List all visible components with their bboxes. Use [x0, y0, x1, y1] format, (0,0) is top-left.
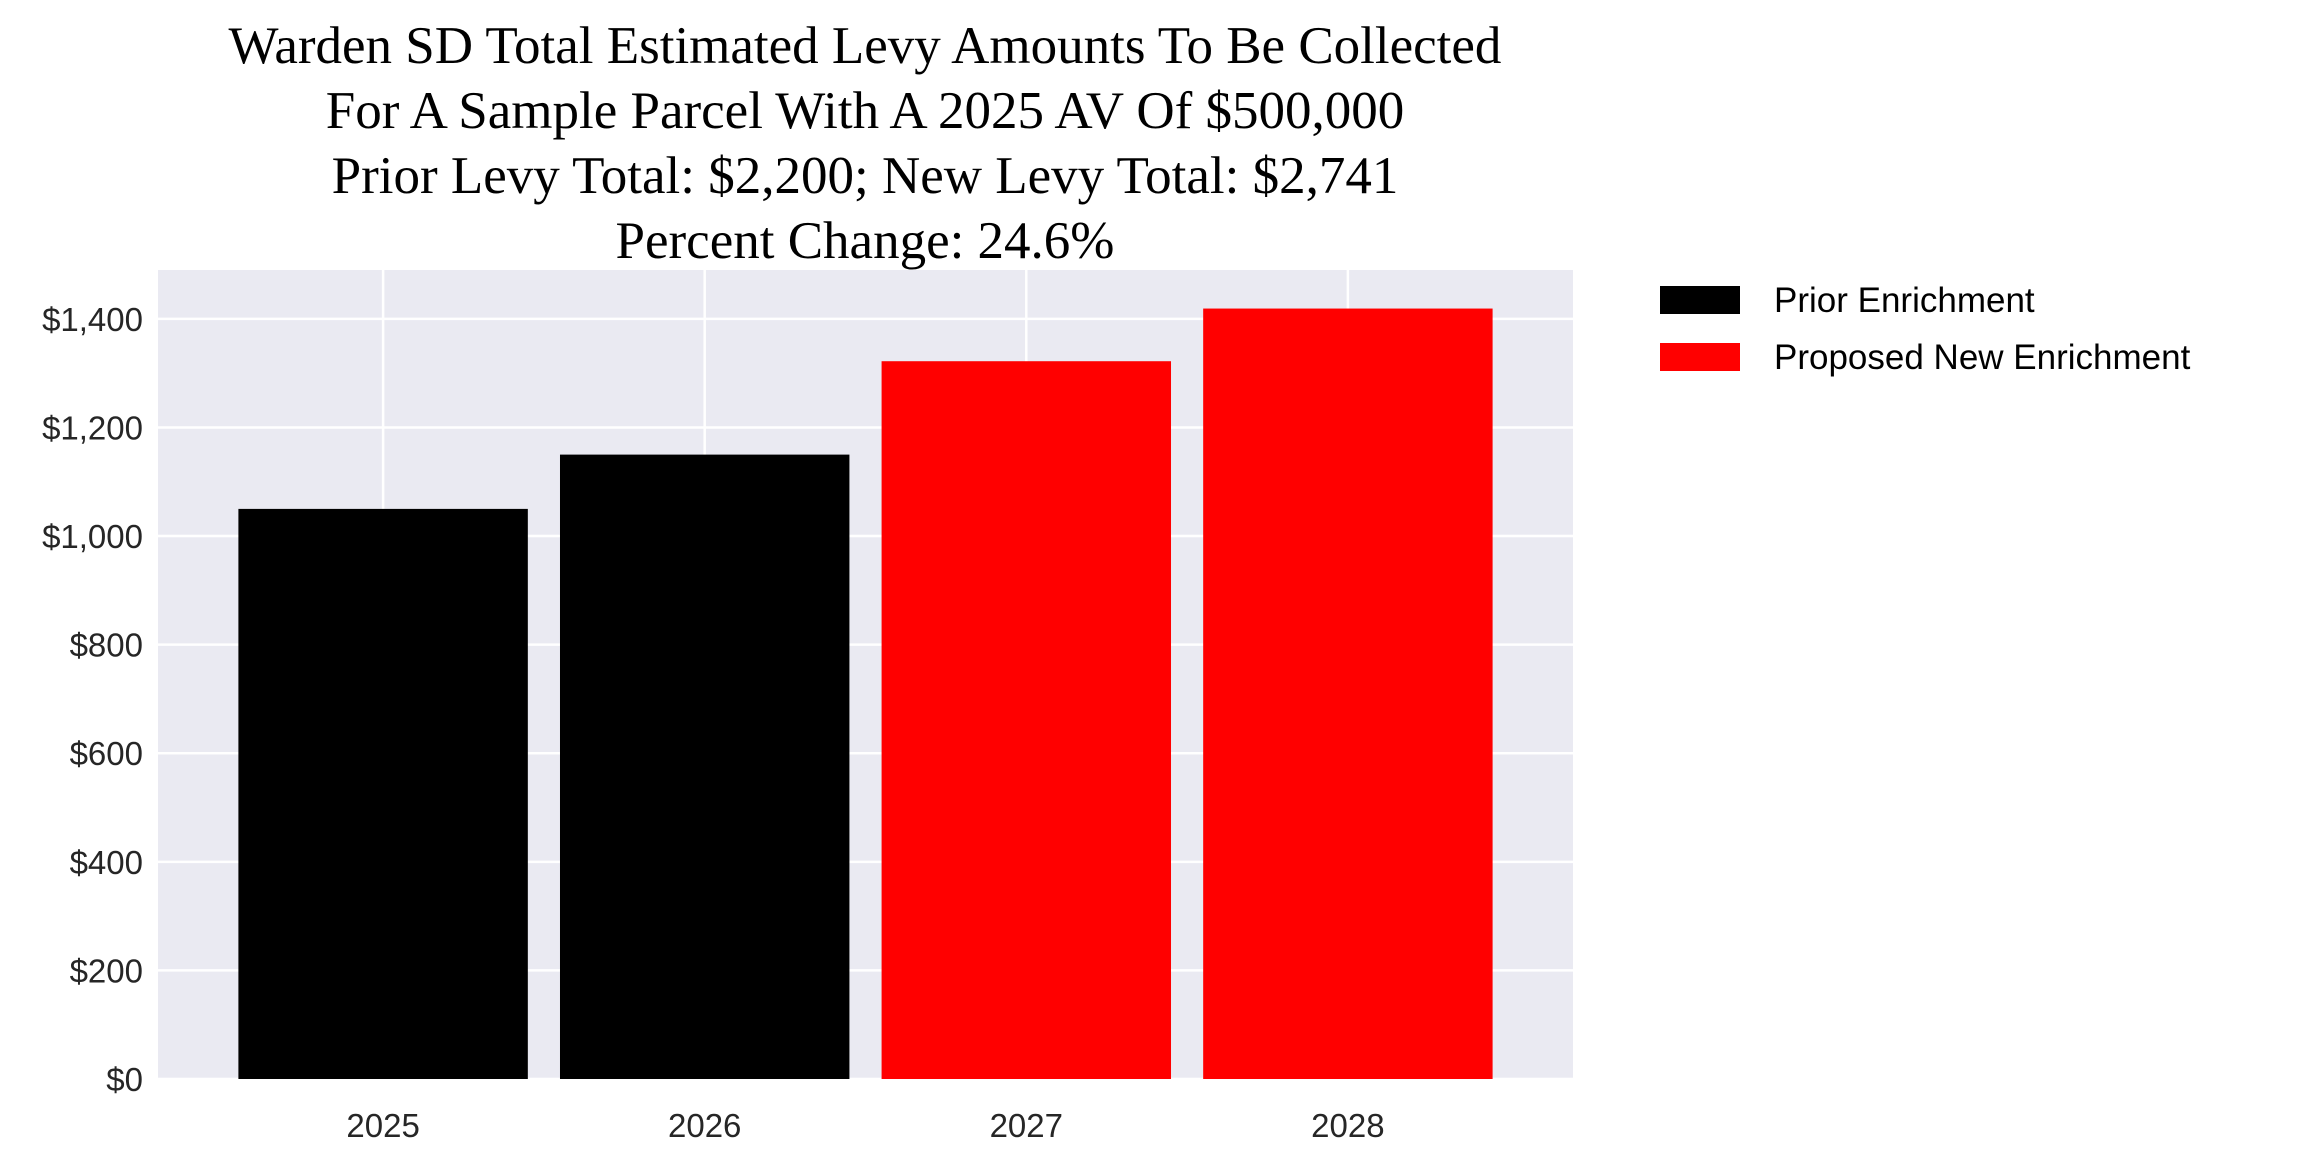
- y-tick-label: $600: [70, 735, 143, 772]
- chart-title: Warden SD Total Estimated Levy Amounts T…: [229, 17, 1502, 270]
- y-tick-label: $0: [106, 1061, 143, 1098]
- x-tick-label: 2027: [990, 1107, 1063, 1144]
- y-tick-label: $200: [70, 952, 143, 989]
- x-axis-ticks: 2025 2026 2027 2028: [346, 1107, 1384, 1144]
- y-tick-label: $1,400: [42, 301, 143, 338]
- y-tick-label: $1,000: [42, 518, 143, 555]
- legend: Prior Enrichment Proposed New Enrichment: [1660, 281, 2191, 377]
- bars: [238, 308, 1493, 1080]
- y-tick-label: $800: [70, 627, 143, 664]
- title-line: Percent Change: 24.6%: [616, 212, 1115, 270]
- y-axis-ticks: $0 $200 $400 $600 $800 $1,000 $1,200 $1,400: [42, 301, 143, 1098]
- x-tick-label: 2026: [668, 1107, 741, 1144]
- legend-label: Proposed New Enrichment: [1774, 338, 2191, 377]
- title-line: For A Sample Parcel With A 2025 AV Of $5…: [326, 82, 1405, 140]
- x-tick-label: 2025: [346, 1107, 419, 1144]
- bar-2027: [881, 361, 1172, 1080]
- x-tick-label: 2028: [1311, 1107, 1384, 1144]
- legend-label: Prior Enrichment: [1774, 281, 2035, 320]
- title-line: Prior Levy Total: $2,200; New Levy Total…: [332, 147, 1399, 205]
- title-line: Warden SD Total Estimated Levy Amounts T…: [229, 17, 1502, 75]
- y-tick-label: $400: [70, 844, 143, 881]
- bar-2025: [238, 508, 528, 1080]
- legend-swatch: [1660, 286, 1740, 314]
- bar-2026: [559, 454, 850, 1080]
- legend-swatch: [1660, 343, 1740, 371]
- bar-2028: [1203, 308, 1493, 1079]
- y-tick-label: $1,200: [42, 409, 143, 446]
